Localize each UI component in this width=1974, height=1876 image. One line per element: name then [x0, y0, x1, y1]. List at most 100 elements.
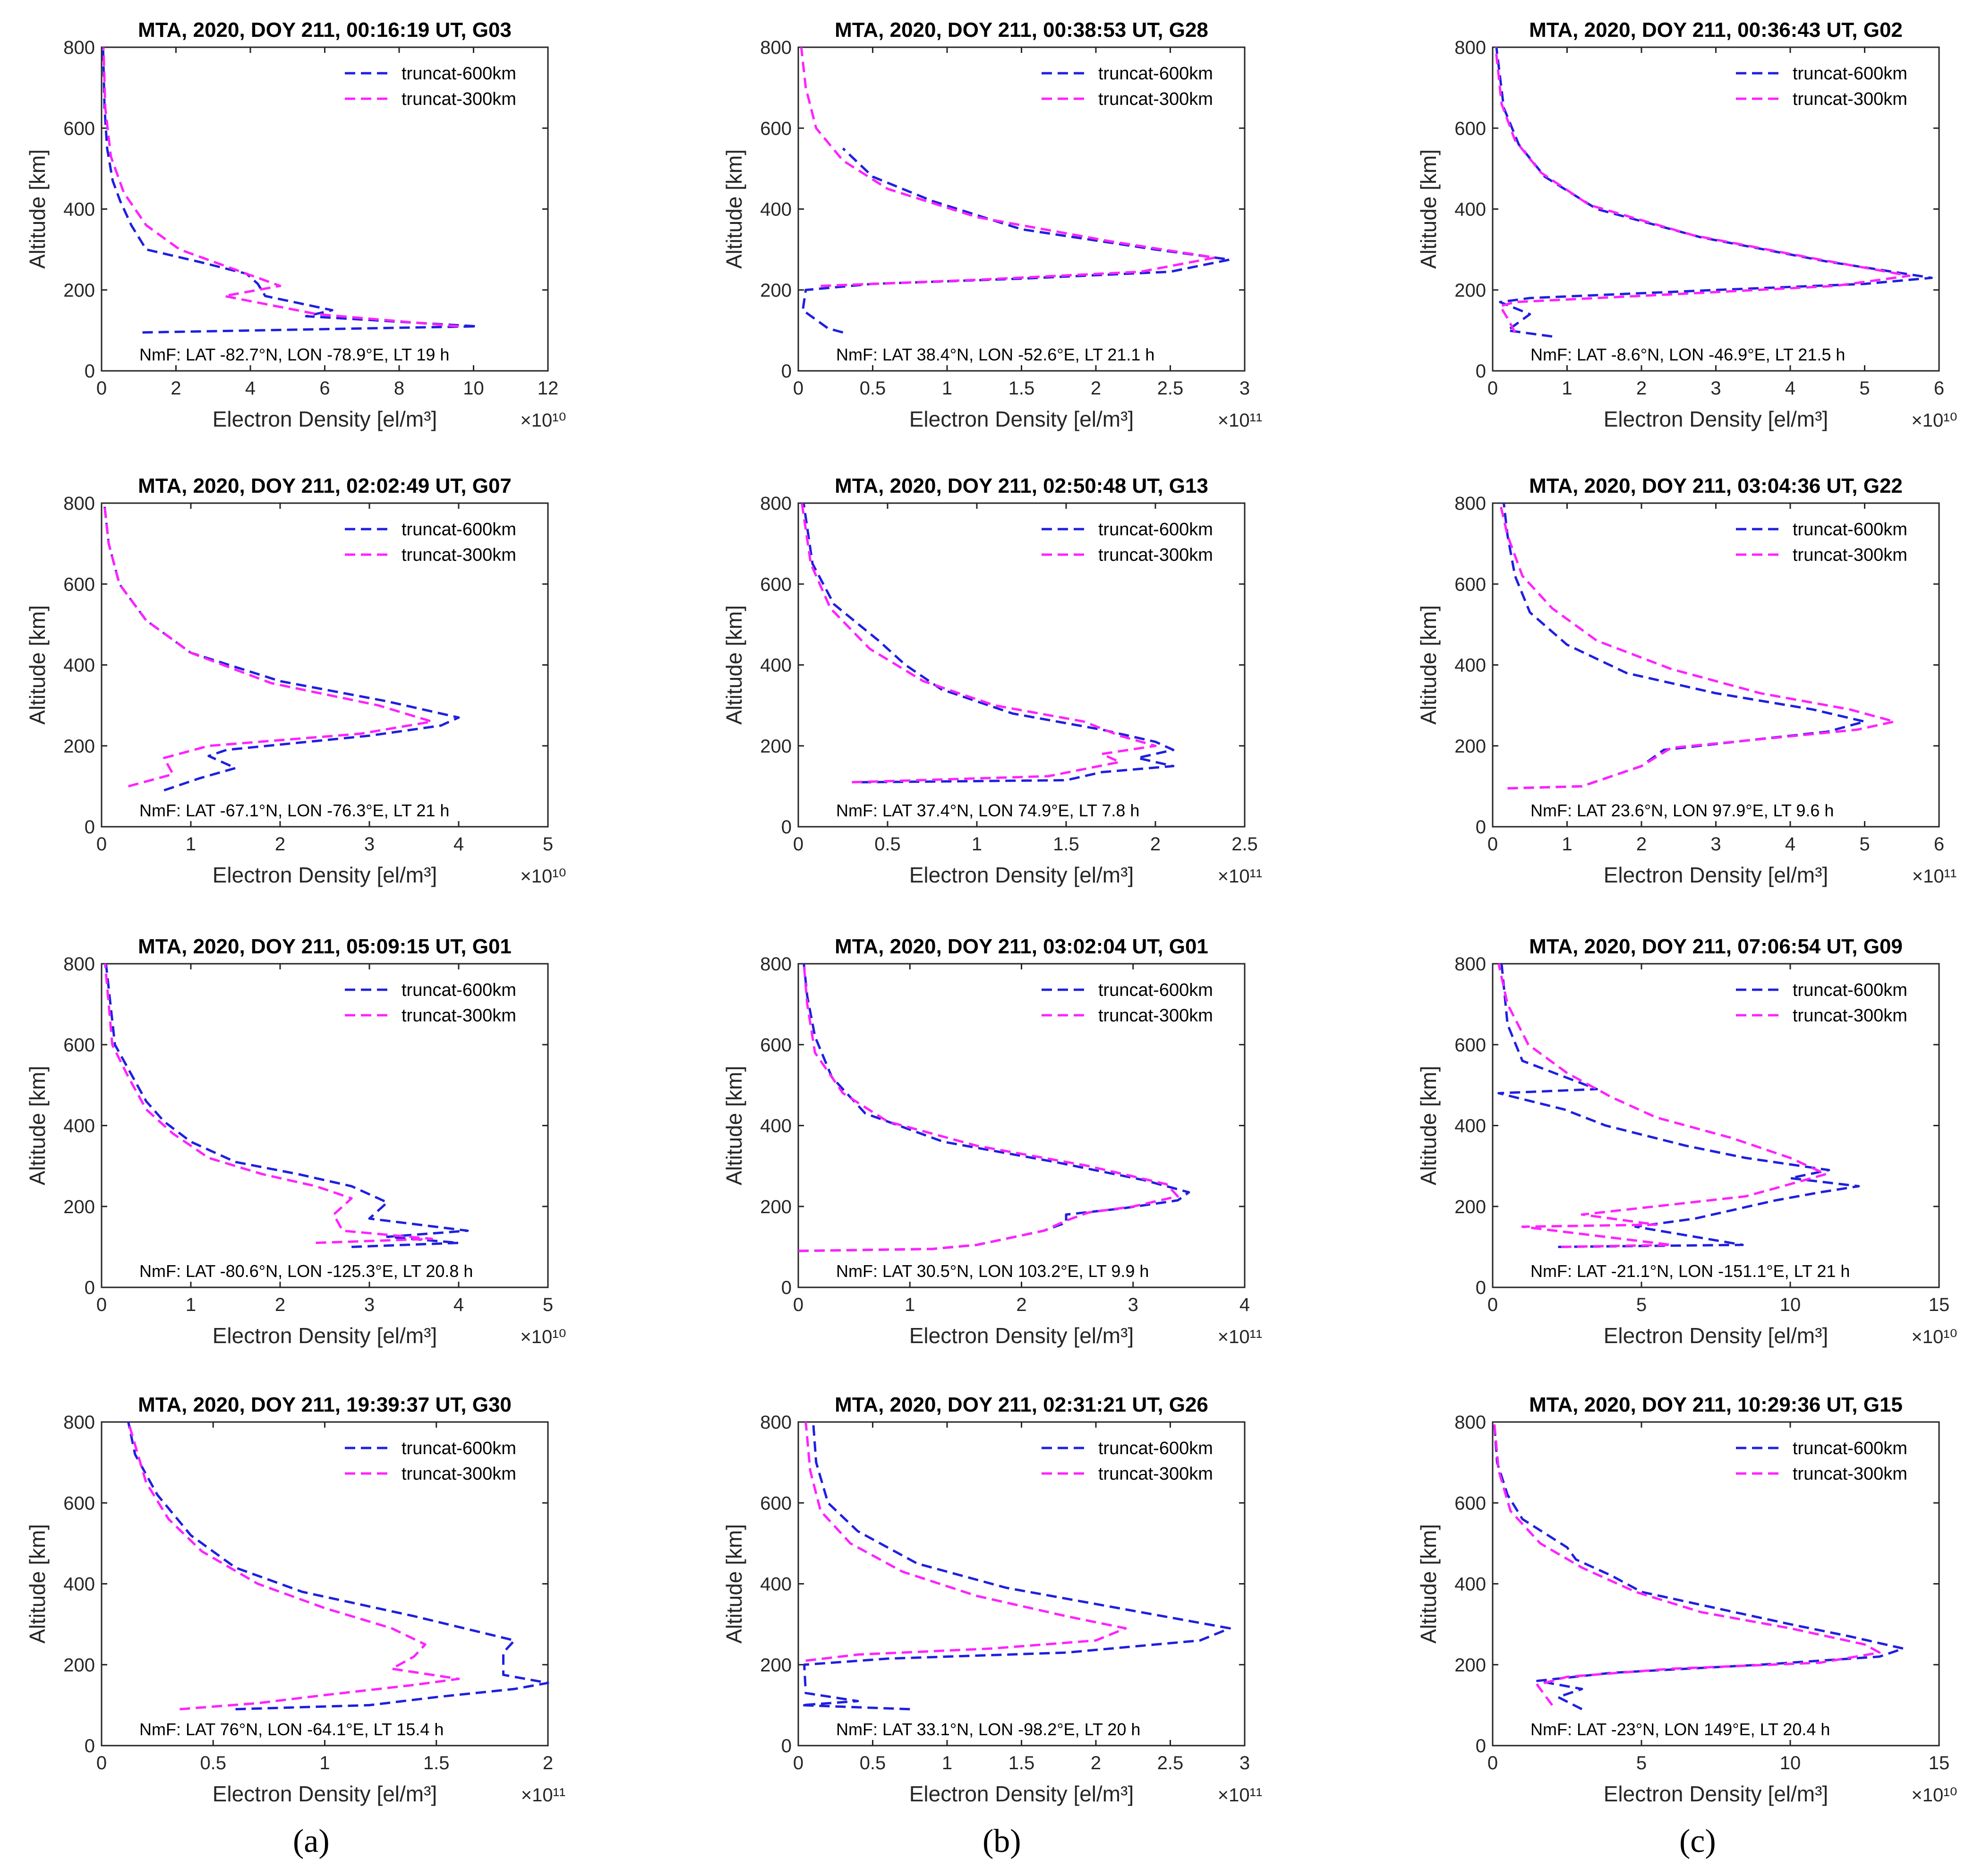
x-tick-label: 4 — [245, 378, 256, 399]
x-tick-label: 4 — [1785, 378, 1795, 399]
legend-label: truncat-600km — [1793, 64, 1907, 84]
y-tick-label: 0 — [85, 1736, 95, 1756]
x-tick-label: 2 — [1091, 1753, 1101, 1773]
y-tick-label: 400 — [760, 655, 792, 676]
series-line-truncat-600km — [798, 963, 1190, 1252]
x-tick-label: 2 — [275, 1294, 285, 1315]
nmf-annotation: NmF: LAT -82.7°N, LON -78.9°E, LT 19 h — [139, 345, 449, 364]
nmf-annotation: NmF: LAT 23.6°N, LON 97.9°E, LT 9.6 h — [1530, 801, 1834, 820]
x-tick-label: 1 — [972, 834, 982, 855]
x-tick-label: 0 — [1487, 834, 1498, 855]
series-line-truncat-600km — [104, 963, 469, 1248]
series-line-truncat-300km — [104, 963, 433, 1244]
y-tick-label: 200 — [1454, 1655, 1486, 1676]
y-tick-label: 800 — [760, 493, 792, 514]
y-tick-label: 800 — [1454, 493, 1486, 514]
series-line-truncat-600km — [1497, 963, 1860, 1248]
x-tick-label: 1.5 — [1053, 834, 1079, 855]
subfigure-label-c: (c) — [1679, 1823, 1716, 1859]
x-tick-label: 6 — [1934, 378, 1944, 399]
y-tick-label: 800 — [63, 37, 95, 58]
y-tick-label: 200 — [63, 736, 95, 757]
x-tick-label: 15 — [1929, 1753, 1950, 1773]
legend-label: truncat-600km — [1793, 520, 1907, 540]
y-tick-label: 800 — [63, 954, 95, 975]
y-tick-label: 0 — [1476, 361, 1486, 382]
panel-title: MTA, 2020, DOY 211, 19:39:37 UT, G30 — [138, 1393, 512, 1416]
x-tick-label: 1 — [1562, 378, 1572, 399]
y-tick-label: 600 — [63, 118, 95, 139]
x-scale-label: ×10¹⁰ — [1911, 410, 1957, 431]
x-scale-label: ×10¹⁰ — [1911, 1327, 1957, 1347]
legend-label: truncat-300km — [1793, 89, 1907, 109]
y-tick-label: 600 — [760, 1493, 792, 1514]
panel-4: MTA, 2020, DOY 211, 02:02:49 UT, G07 0 1 2 3… — [25, 474, 566, 887]
panel-7: MTA, 2020, DOY 211, 05:09:15 UT, G01 0 1 2 3… — [25, 935, 566, 1348]
x-tick-label: 10 — [463, 378, 484, 399]
y-tick-label: 0 — [1476, 1277, 1486, 1298]
x-tick-label: 0 — [1487, 378, 1498, 399]
y-tick-label: 800 — [760, 1412, 792, 1433]
legend-label: truncat-300km — [1793, 1464, 1907, 1484]
panel-title: MTA, 2020, DOY 211, 03:04:36 UT, G22 — [1529, 474, 1903, 497]
panel-3: MTA, 2020, DOY 211, 00:36:43 UT, G02 0 1 2 3… — [1416, 18, 1957, 431]
x-tick-label: 2 — [1091, 378, 1101, 399]
x-tick-label: 2 — [1150, 834, 1161, 855]
y-tick-label: 0 — [1476, 1736, 1486, 1756]
x-tick-label: 0.5 — [200, 1753, 226, 1773]
y-tick-label: 800 — [1454, 1412, 1486, 1433]
y-tick-label: 600 — [1454, 574, 1486, 595]
y-tick-label: 200 — [760, 1197, 792, 1217]
panel-title: MTA, 2020, DOY 211, 10:29:36 UT, G15 — [1529, 1393, 1903, 1416]
series-line-truncat-300km — [127, 1422, 460, 1711]
x-tick-label: 3 — [1239, 378, 1250, 399]
y-tick-label: 200 — [760, 1655, 792, 1676]
y-axis-label: Altitude [km] — [722, 149, 746, 269]
nmf-annotation: NmF: LAT 30.5°N, LON 103.2°E, LT 9.9 h — [836, 1261, 1149, 1281]
legend-label: truncat-600km — [402, 64, 516, 84]
x-tick-label: 2 — [1016, 1294, 1026, 1315]
series-line-truncat-600km — [802, 147, 1231, 334]
panel-title: MTA, 2020, DOY 211, 05:09:15 UT, G01 — [138, 935, 512, 958]
y-tick-label: 400 — [63, 199, 95, 220]
y-axis-label: Altitude [km] — [722, 1066, 746, 1185]
x-tick-label: 0 — [793, 378, 803, 399]
panel-8: MTA, 2020, DOY 211, 03:02:04 UT, G01 0 1 2 3… — [722, 935, 1262, 1348]
x-axis-label: Electron Density [el/m³] — [213, 407, 437, 431]
nmf-annotation: NmF: LAT -23°N, LON 149°E, LT 20.4 h — [1530, 1720, 1830, 1739]
legend-label: truncat-300km — [402, 545, 516, 565]
y-axis-label: Altitude [km] — [1416, 1066, 1441, 1185]
panel-title: MTA, 2020, DOY 211, 02:31:21 UT, G26 — [835, 1393, 1208, 1416]
series-line-truncat-600km — [103, 503, 460, 792]
x-axis-label: Electron Density [el/m³] — [909, 1323, 1134, 1348]
legend-label: truncat-600km — [1098, 520, 1213, 540]
x-tick-label: 3 — [364, 1294, 375, 1315]
y-tick-label: 600 — [1454, 1493, 1486, 1514]
x-tick-label: 3 — [1128, 1294, 1138, 1315]
legend-label: truncat-600km — [1793, 1439, 1907, 1458]
x-tick-label: 2 — [543, 1753, 553, 1773]
x-scale-label: ×10¹¹ — [1218, 410, 1263, 431]
legend-label: truncat-300km — [1098, 1006, 1213, 1026]
nmf-annotation: NmF: LAT -8.6°N, LON -46.9°E, LT 21.5 h — [1530, 345, 1845, 364]
y-axis-label: Altitude [km] — [722, 605, 746, 725]
x-tick-label: 1.5 — [423, 1753, 450, 1773]
y-axis-label: Altitude [km] — [1416, 1524, 1441, 1644]
legend-label: truncat-300km — [1793, 545, 1907, 565]
x-tick-label: 5 — [1859, 834, 1870, 855]
panel-title: MTA, 2020, DOY 211, 00:38:53 UT, G28 — [835, 18, 1208, 42]
x-tick-label: 0 — [96, 378, 107, 399]
x-tick-label: 10 — [1780, 1294, 1801, 1315]
y-tick-label: 600 — [63, 574, 95, 595]
y-tick-label: 200 — [1454, 280, 1486, 301]
y-tick-label: 400 — [760, 1574, 792, 1595]
x-tick-label: 3 — [1710, 834, 1721, 855]
x-scale-label: ×10¹⁰ — [1911, 1785, 1957, 1806]
legend-label: truncat-600km — [402, 520, 516, 540]
nmf-annotation: NmF: LAT -21.1°N, LON -151.1°E, LT 21 h — [1530, 1261, 1850, 1281]
y-tick-label: 800 — [63, 1412, 95, 1433]
x-scale-label: ×10¹⁰ — [520, 410, 566, 431]
x-tick-label: 5 — [543, 1294, 553, 1315]
y-tick-label: 0 — [781, 1736, 792, 1756]
x-axis-label: Electron Density [el/m³] — [1604, 1782, 1828, 1806]
